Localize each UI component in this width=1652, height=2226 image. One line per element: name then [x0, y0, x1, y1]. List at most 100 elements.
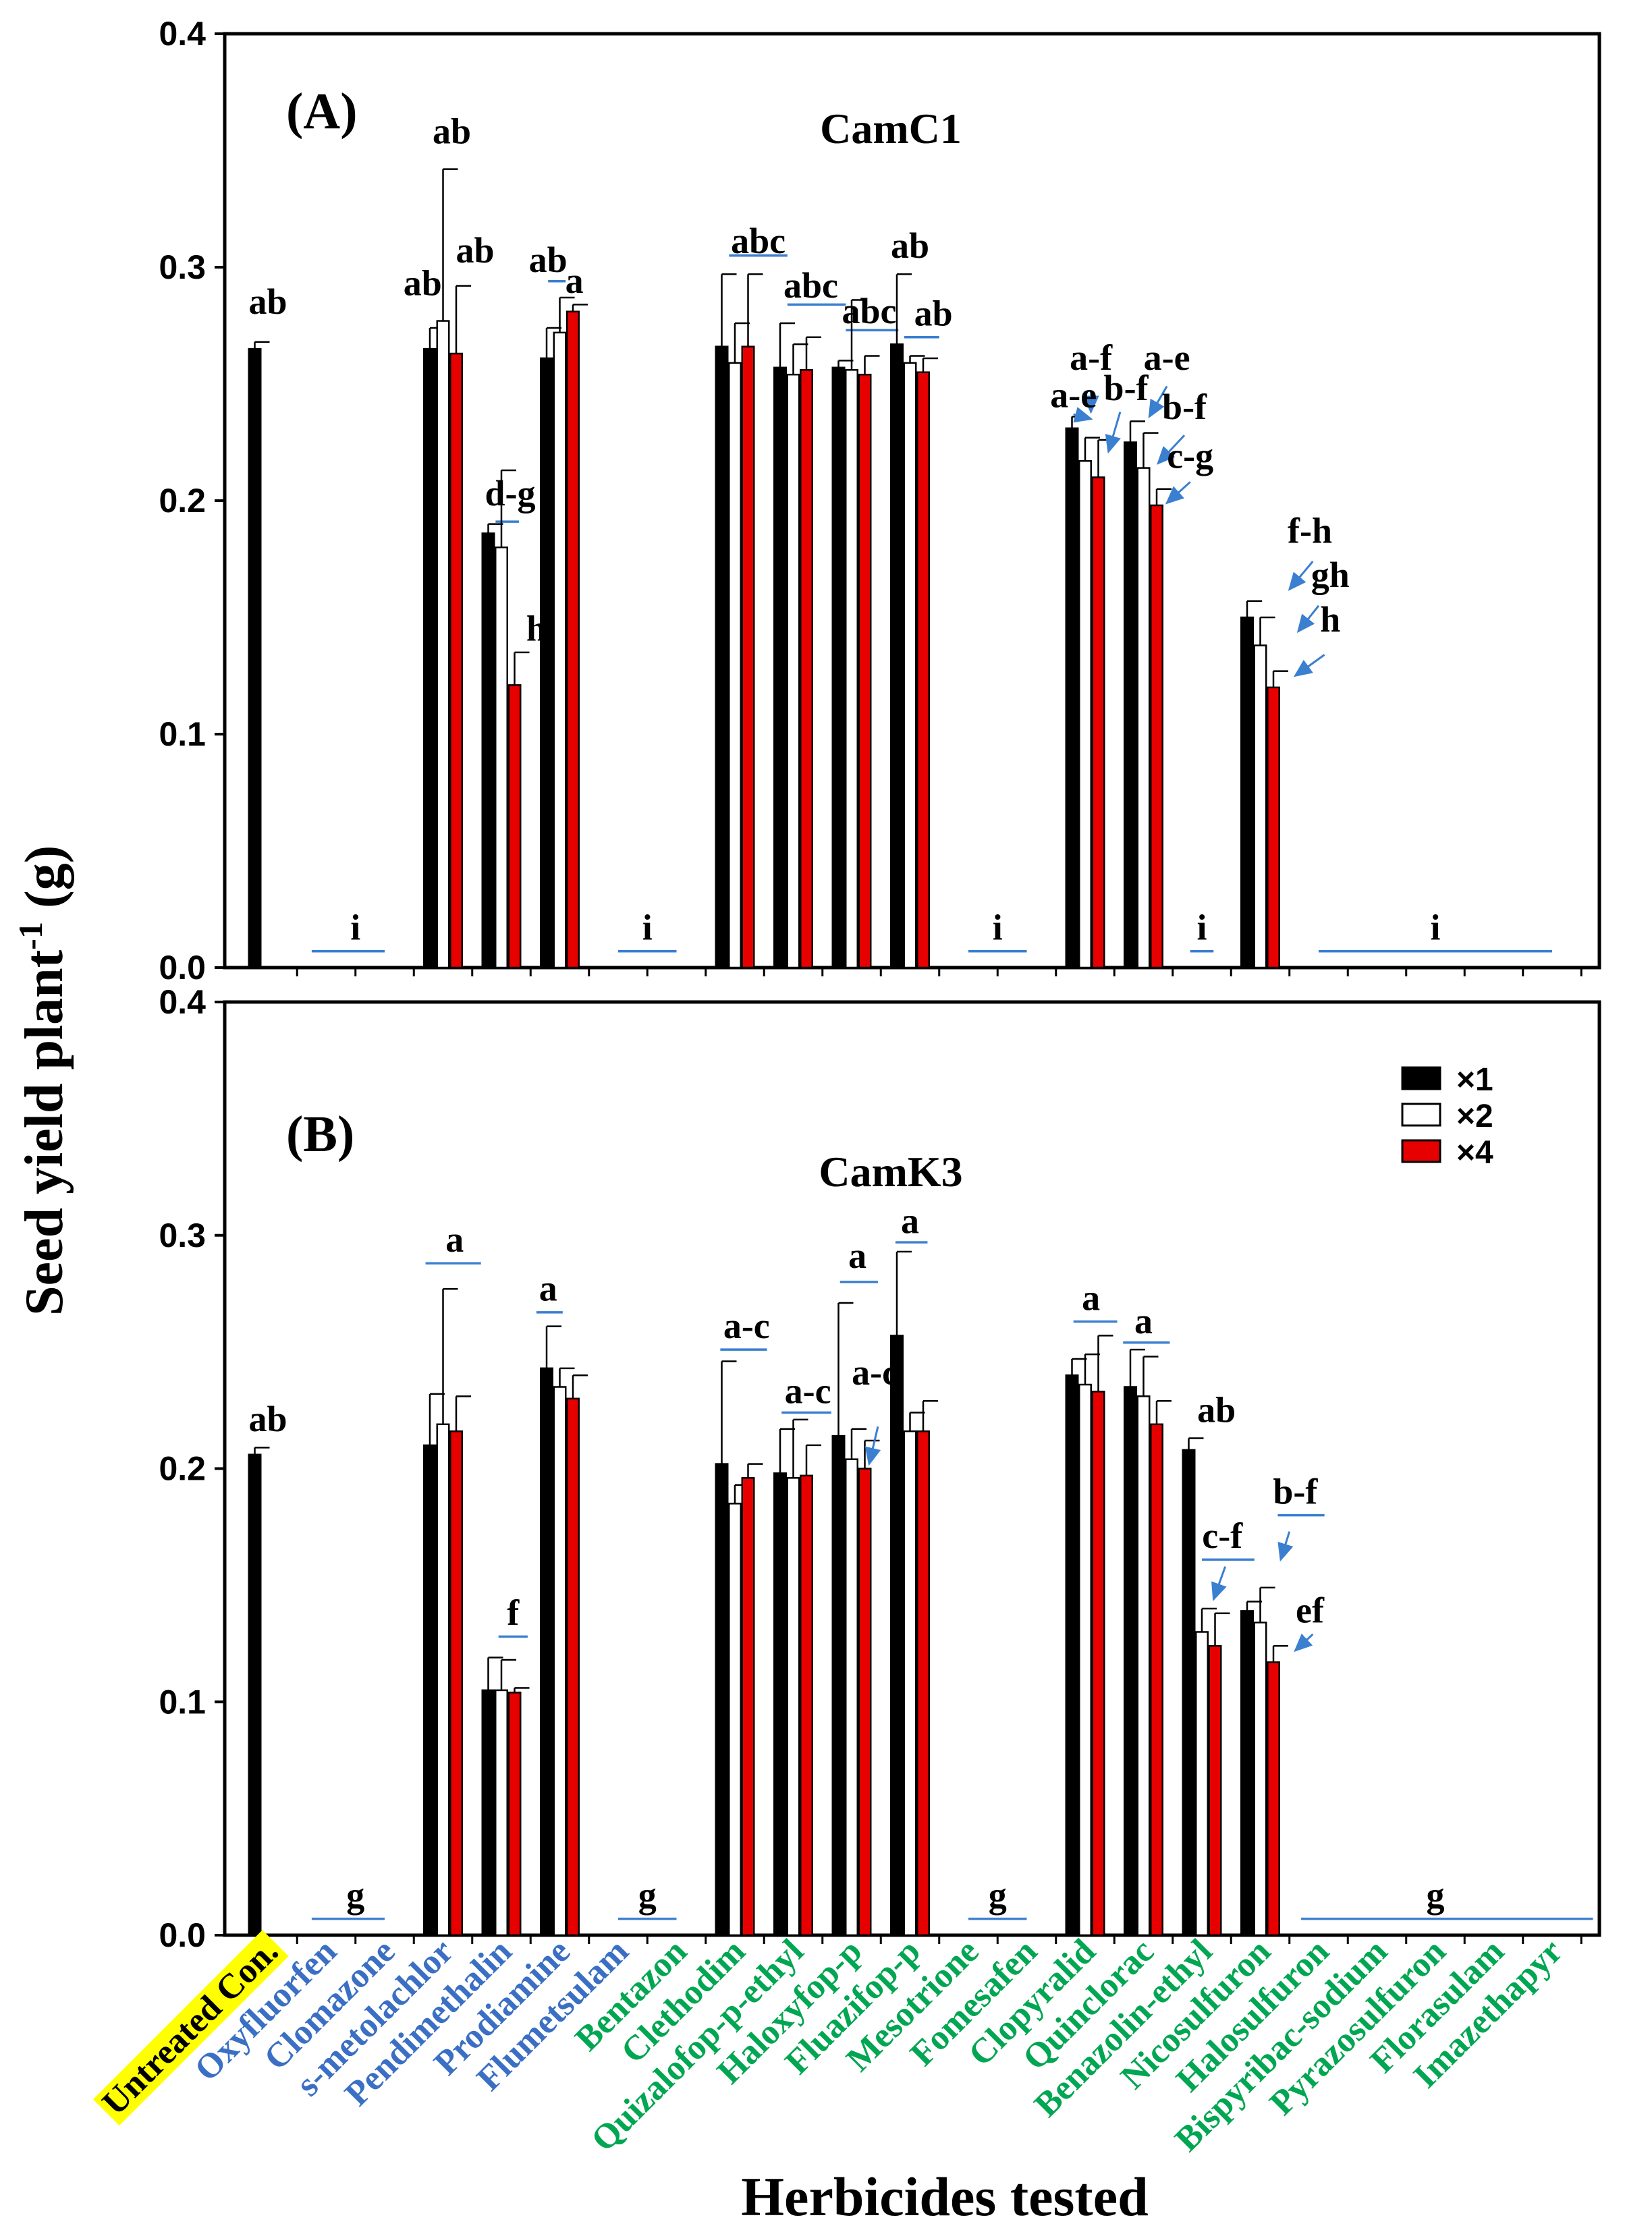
panel-a-label: (A) — [286, 83, 358, 140]
panel-b-annotation-arrow — [869, 1426, 878, 1464]
panel-b-significance-letter: g — [346, 1875, 364, 1916]
panel-a-bar-quinclorac-x1 — [1124, 443, 1136, 968]
panel-a-significance-letter: a — [566, 260, 584, 301]
panel-b-bar-prodiamine-x4 — [567, 1399, 579, 1935]
panel-a-bar-fluazifop-p-x1 — [891, 344, 903, 968]
y-axis-label-main: Seed yield plant — [15, 949, 74, 1316]
panel-a-significance-letter: d-g — [485, 473, 535, 513]
panel-a-significance-letter: i — [350, 907, 360, 947]
legend-label-x1: ×1 — [1456, 1062, 1493, 1098]
panel-b-significance-letter: a-c — [852, 1352, 898, 1393]
panel-a-bar-clopyralid-x2 — [1079, 461, 1091, 968]
panel-a-annotation-arrow — [1290, 561, 1313, 590]
panel-b-bar-fluazifop-p-x2 — [904, 1431, 916, 1935]
panel-b-bar-quizalofop-p-ethyl-x2 — [788, 1478, 800, 1935]
legend-swatch-x4 — [1402, 1140, 1440, 1162]
panel-b-significance-letter: b-f — [1273, 1471, 1318, 1511]
y-axis-label-sup: -1 — [11, 922, 49, 950]
legend: ×1 ×2 ×4 — [1402, 1062, 1493, 1171]
panel-b-y-ticks: 0.0 0.1 0.2 0.3 0.4 — [159, 983, 225, 1954]
panel-b-bar-quinclorac-x1 — [1124, 1387, 1136, 1935]
panel-a-bar-haloxyfop-p-x1 — [833, 368, 845, 968]
panel-a-bar-fluazifop-p-x4 — [917, 372, 929, 968]
legend-label-x4: ×4 — [1456, 1135, 1493, 1171]
panel-a-annotation-arrow — [1109, 412, 1120, 452]
panel-b-significance-letter: g — [989, 1875, 1007, 1916]
panel-a-bar-prodiamine-x1 — [541, 358, 553, 968]
panel-a-bar-quizalofop-p-ethyl-x1 — [774, 368, 786, 968]
panel-b-bar-clethodim-x2 — [729, 1503, 741, 1935]
panel-a-bar-pendimethalin-x2 — [495, 547, 507, 968]
panel-a-bar-nicosulfuron-x2 — [1255, 646, 1267, 968]
panel-b-bar-benazolin-ethyl-x4 — [1209, 1646, 1221, 1935]
panel-a-bar-quinclorac-x2 — [1138, 468, 1150, 968]
panel-a-bar-fluazifop-p-x2 — [904, 363, 916, 968]
panel-b-annotation-arrow — [1281, 1532, 1290, 1559]
panel-b-bars — [249, 1252, 1288, 1935]
panel-b-bar-s-metolachlor-x1 — [424, 1445, 436, 1935]
panel-a-bar-untreated-con--x1 — [249, 349, 261, 968]
panel-b-y-tick-label: 0.2 — [159, 1450, 206, 1488]
panel-b-bar-clopyralid-x1 — [1066, 1375, 1078, 1935]
x-axis-label: Herbicides tested — [741, 2166, 1148, 2226]
panel-a-bar-quinclorac-x4 — [1151, 505, 1163, 968]
category-labels: Untreated Con.OxyfluorfenClomazones-meto… — [92, 1929, 1570, 2159]
panel-b-bar-s-metolachlor-x4 — [450, 1431, 462, 1935]
legend-swatch-x1 — [1402, 1067, 1440, 1089]
panel-a-significance-letter: b-f — [1104, 368, 1149, 408]
panel-b-significance-letter: a — [445, 1219, 464, 1260]
panel-b-significance-letter: g — [1427, 1875, 1445, 1916]
panel-a-bar-clopyralid-x1 — [1066, 428, 1078, 968]
panel-b-bar-clethodim-x1 — [716, 1464, 728, 1935]
panel-a-significance-letter: c-g — [1167, 436, 1213, 476]
panel-a-significance-letter: abc — [842, 291, 896, 331]
panel-a-y-tick-label: 0.2 — [159, 482, 206, 520]
panel-a-significance-letter: ab — [891, 225, 929, 266]
panel-b-significance-letter: ab — [1197, 1389, 1236, 1430]
panel-b-bar-nicosulfuron-x4 — [1267, 1662, 1279, 1935]
panel-b-bar-haloxyfop-p-x2 — [846, 1459, 858, 1935]
panel-a-significance-letter: gh — [1311, 555, 1350, 595]
panel-a-significance-letter: i — [642, 907, 653, 947]
panel-a-bar-pendimethalin-x4 — [509, 685, 521, 968]
panel-b-bar-prodiamine-x2 — [554, 1387, 566, 1935]
panel-b-significance-letter: a — [1082, 1277, 1100, 1318]
panel-b-significance-letter: ab — [248, 1399, 287, 1439]
panel-a-title: CamC1 — [820, 105, 962, 152]
panel-b-significance-letter: g — [638, 1875, 657, 1916]
panel-b-significance-letter: a — [848, 1235, 866, 1276]
panel-a-significance-letter: i — [1196, 907, 1207, 947]
panel-b-bar-benazolin-ethyl-x1 — [1183, 1450, 1195, 1935]
panel-a-bar-nicosulfuron-x4 — [1267, 688, 1279, 968]
panel-b-bar-untreated-con--x1 — [249, 1455, 261, 1935]
panel-b-bar-pendimethalin-x2 — [495, 1690, 507, 1935]
panel-a-y-tick-label: 0.1 — [159, 715, 206, 753]
panel-b-annotation-arrow — [1213, 1567, 1225, 1599]
panel-a-significance-letter: abc — [783, 265, 838, 306]
panel-b-significance-letter: a — [901, 1200, 919, 1241]
panel-b-bar-clethodim-x4 — [742, 1478, 754, 1935]
panel-a-bar-pendimethalin-x1 — [483, 533, 495, 968]
panel-a-significance-letter: ab — [914, 294, 953, 334]
panel-a-significance-letter: i — [1430, 907, 1440, 947]
y-axis-label-unit: (g) — [15, 845, 74, 922]
panel-a-significance-letter: ab — [404, 263, 442, 304]
panel-b-y-tick-label: 0.3 — [159, 1217, 206, 1254]
panel-b-significance-letter: c-f — [1202, 1515, 1243, 1556]
panel-b-bar-fluazifop-p-x1 — [891, 1335, 903, 1935]
panel-b-bar-quinclorac-x4 — [1151, 1424, 1163, 1935]
panel-a-significance-letter: ab — [248, 281, 287, 322]
panel-a-significance-letter: a-e — [1050, 375, 1097, 416]
y-axis-label: Seed yield plant-1 (g) — [11, 845, 74, 1316]
panel-a-y-ticks: 0.0 0.1 0.2 0.3 0.4 — [159, 15, 225, 986]
figure: 0.00.10.20.30.4 abiabababd-ghabaiabcabca… — [0, 0, 1652, 2226]
panel-a-bar-clethodim-x2 — [729, 363, 741, 968]
panel-b-annotation-arrow — [1295, 1634, 1313, 1650]
panel-b-significance-letter: a — [539, 1269, 557, 1309]
panel-a-significance-letter: a-e — [1144, 337, 1190, 378]
panel-a-annotation-arrow — [1298, 606, 1319, 632]
panel-b-bar-haloxyfop-p-x4 — [859, 1469, 871, 1936]
panel-b-y-tick-label: 0.4 — [159, 983, 206, 1021]
panel-b-bar-quizalofop-p-ethyl-x4 — [800, 1476, 813, 1935]
panel-b-bar-benazolin-ethyl-x2 — [1196, 1632, 1208, 1935]
